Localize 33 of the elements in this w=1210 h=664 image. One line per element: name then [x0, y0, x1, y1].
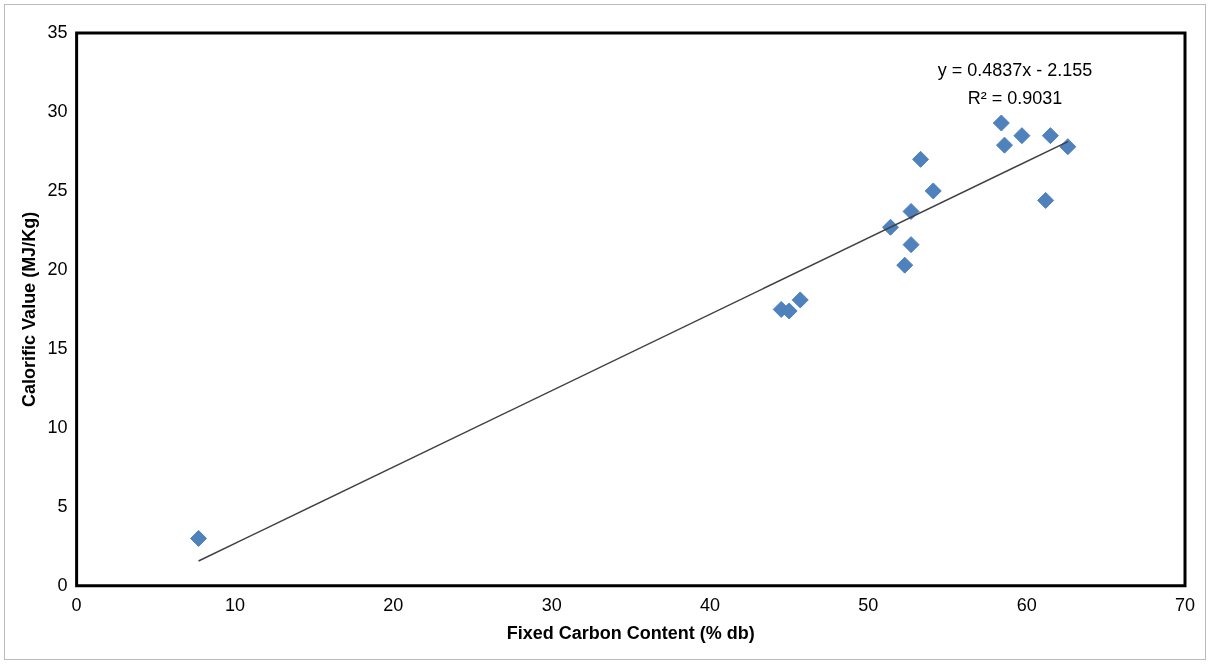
- point: [924, 182, 942, 200]
- point: [1013, 127, 1031, 145]
- point: [902, 236, 920, 254]
- point: [1059, 138, 1077, 156]
- y-axis-title: Calorific Value (MJ/Kg): [18, 211, 39, 407]
- x-tick-label: 0: [71, 594, 82, 615]
- x-tick-label: 70: [1174, 594, 1196, 615]
- x-tick-label: 10: [224, 594, 245, 615]
- annotation: y = 0.4837x - 2.155: [937, 59, 1093, 80]
- x-tick-label: 50: [858, 594, 879, 615]
- x-tick-label: 60: [1016, 594, 1037, 615]
- point: [992, 114, 1010, 132]
- point: [1041, 127, 1059, 145]
- y-tick-label: 25: [47, 179, 68, 200]
- x-axis-title: Fixed Carbon Content (% db): [506, 623, 755, 644]
- point: [896, 256, 914, 274]
- point: [995, 136, 1013, 154]
- y-tick-label: 5: [57, 495, 68, 516]
- y-tick-label: 20: [47, 258, 68, 279]
- y-tick-label: 10: [47, 416, 68, 437]
- point: [791, 291, 809, 309]
- point: [902, 202, 920, 220]
- y-tick-label: 15: [47, 337, 68, 358]
- y-tick-label: 35: [47, 21, 68, 42]
- x-tick-label: 30: [541, 594, 562, 615]
- y-tick-label: 0: [57, 574, 68, 595]
- y-tick-label: 30: [47, 100, 68, 121]
- annotation: R² = 0.9031: [967, 87, 1063, 108]
- x-tick-label: 40: [699, 594, 720, 615]
- point: [1037, 191, 1055, 209]
- point: [912, 150, 930, 168]
- point: [190, 529, 208, 547]
- x-tick-label: 20: [383, 594, 404, 615]
